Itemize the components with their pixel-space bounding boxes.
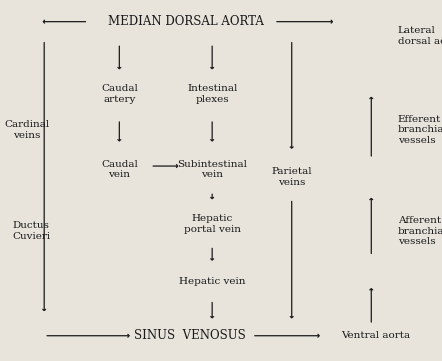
Text: Hepatic
portal vein: Hepatic portal vein: [184, 214, 240, 234]
Text: Subintestinal
vein: Subintestinal vein: [177, 160, 247, 179]
Text: MEDIAN DORSAL AORTA: MEDIAN DORSAL AORTA: [108, 15, 263, 28]
Text: Parietal
veins: Parietal veins: [271, 167, 312, 187]
Text: Intestinal
plexes: Intestinal plexes: [187, 84, 237, 104]
Text: Lateral
dorsal aorta: Lateral dorsal aorta: [398, 26, 442, 46]
Text: Caudal
vein: Caudal vein: [101, 160, 138, 179]
Text: SINUS  VENOSUS: SINUS VENOSUS: [134, 329, 246, 342]
Text: Afferent
branchial
vessels: Afferent branchial vessels: [398, 216, 442, 246]
Text: Efferent
branchial
vessels: Efferent branchial vessels: [398, 115, 442, 145]
Text: Caudal
artery: Caudal artery: [101, 84, 138, 104]
Text: Ventral aorta: Ventral aorta: [341, 331, 410, 340]
Text: Cardinal
veins: Cardinal veins: [4, 120, 49, 140]
Text: Hepatic vein: Hepatic vein: [179, 277, 245, 286]
Text: Ductus
Cuvieri: Ductus Cuvieri: [12, 221, 50, 241]
